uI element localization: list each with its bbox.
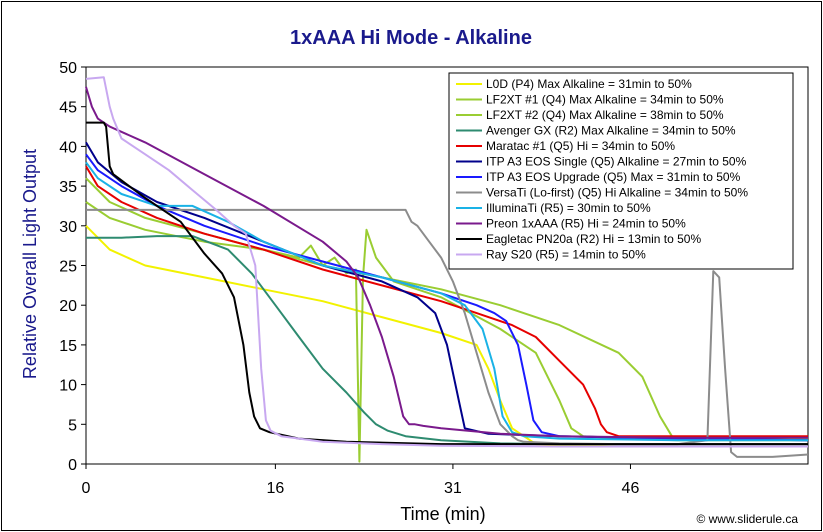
- legend-entry: Eagletac PN20a (R2) Hi = 13min to 50%: [486, 232, 701, 246]
- series-line: [86, 121, 808, 446]
- y-axis-label: Relative Overall Light Output: [20, 149, 40, 379]
- series-lines: [85, 76, 809, 463]
- legend-entry: ITP A3 EOS Upgrade (Q5) Max = 31min to 5…: [486, 170, 741, 184]
- y-tick-label: 35: [59, 179, 77, 196]
- legend-entry: VersaTi (Lo-first) (Q5) Hi Alkaline = 34…: [486, 186, 748, 200]
- legend-entry: LF2XT #1 (Q4) Max Alkaline = 34min to 50…: [486, 93, 724, 107]
- legend-entry: LF2XT #2 (Q4) Max Alkaline = 38min to 50…: [486, 108, 724, 122]
- legend-entry: IlluminaTi (R5) = 30min to 50%: [486, 201, 651, 215]
- x-tick-label: 0: [82, 480, 91, 497]
- y-tick-label: 50: [59, 60, 77, 77]
- credit-text: © www.sliderule.ca: [696, 512, 798, 526]
- y-tick-label: 45: [59, 100, 77, 117]
- legend-box: [448, 72, 794, 270]
- legend-entry: L0D (P4) Max Alkaline = 31min to 50%: [486, 77, 692, 91]
- series-line: [85, 76, 808, 448]
- legend-entry: ITP A3 EOS Single (Q5) Alkaline = 27min …: [486, 155, 747, 169]
- legend-entry: Avenger GX (R2) Max Alkaline = 34min to …: [486, 124, 736, 138]
- y-tick-label: 15: [59, 338, 77, 355]
- series-line: [86, 208, 809, 458]
- legend: L0D (P4) Max Alkaline = 31min to 50% LF2X…: [448, 72, 794, 270]
- y-tick-label: 0: [68, 457, 77, 474]
- y-tick-label: 30: [59, 219, 77, 236]
- y-tick-label: 25: [59, 259, 77, 276]
- chart-title: 1xAAA Hi Mode - Alkaline: [290, 27, 532, 49]
- legend-entry: Ray S20 (R5) = 14min to 50%: [486, 248, 646, 262]
- y-axis-ticks: 0 5 10 15 20 25 30 35 40 45 50: [59, 60, 86, 474]
- y-tick-label: 40: [59, 139, 77, 156]
- x-axis-label: Time (min): [400, 504, 485, 524]
- x-axis-ticks: 0 16 31 46: [82, 464, 640, 497]
- x-tick-label: 31: [444, 480, 462, 497]
- y-tick-label: 20: [59, 298, 77, 315]
- series-line: [85, 86, 808, 439]
- x-tick-label: 46: [622, 480, 640, 497]
- y-tick-label: 10: [59, 378, 77, 395]
- legend-entry: Maratac #1 (Q5) Hi = 34min to 50%: [486, 139, 675, 153]
- y-tick-label: 5: [68, 417, 77, 434]
- series-line: [85, 165, 808, 438]
- x-tick-label: 16: [266, 480, 284, 497]
- legend-entry: Preon 1xAAA (R5) Hi = 24min to 50%: [486, 217, 686, 231]
